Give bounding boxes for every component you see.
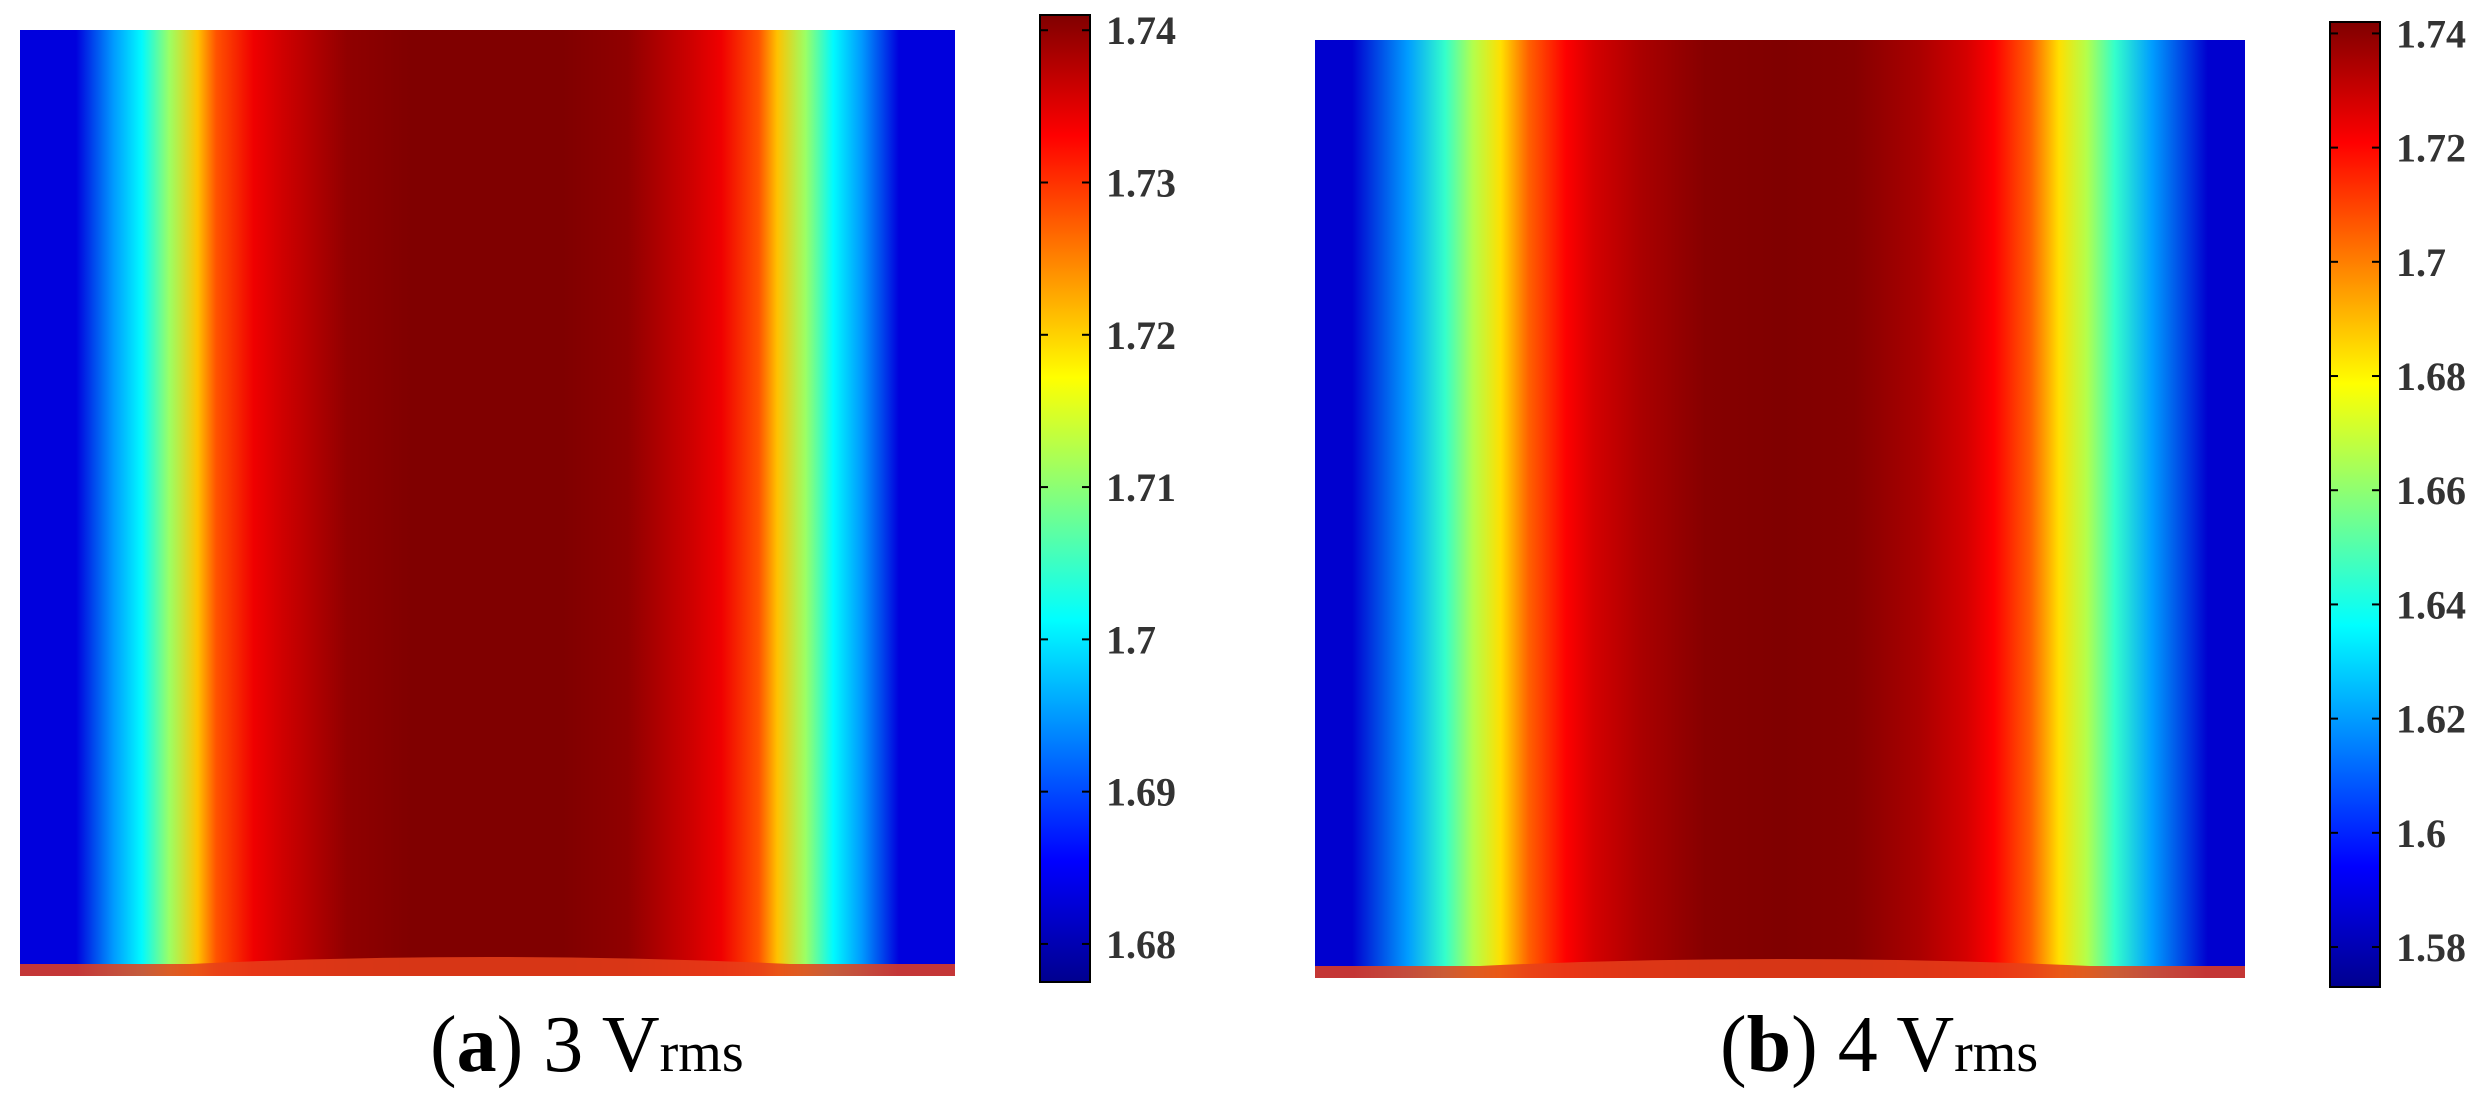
colorbar-b-tick-label: 1.72 xyxy=(2396,126,2466,171)
panel-b: 1.58 1.6 1.62 1.64 1.66 1.68 1.7 1.72 1.74 xyxy=(1315,11,2466,988)
heatmap-a-bottom-edge xyxy=(20,957,955,976)
colorbar-a-tick-label: 1.74 xyxy=(1106,8,1176,53)
colorbar-a-tick-label: 1.69 xyxy=(1106,770,1176,815)
colorbar-b-tick-label: 1.66 xyxy=(2396,468,2466,513)
caption-b: (b) 4 Vrms xyxy=(1720,1001,2039,1089)
colorbar-a-tick-label: 1.68 xyxy=(1106,922,1176,967)
colorbar-b-tick-label: 1.6 xyxy=(2396,811,2446,856)
colorbar-a xyxy=(1039,14,1091,983)
colorbar-b-tick-label: 1.62 xyxy=(2396,697,2466,742)
colorbar-a-tick-label: 1.72 xyxy=(1106,313,1176,358)
colorbar-b-tick-label: 1.58 xyxy=(2396,925,2466,970)
caption-a: (a) 3 Vrms xyxy=(430,1001,744,1089)
colorbar-b-tick-label: 1.74 xyxy=(2396,11,2466,56)
colorbar-b-ticks: 1.58 1.6 1.62 1.64 1.66 1.68 1.7 1.72 1.74 xyxy=(2330,11,2466,970)
panel-a: 1.68 1.69 1.7 1.71 1.72 1.73 1.74 xyxy=(20,8,1176,983)
heatmap-a xyxy=(20,30,955,976)
colorbar-a-tick-label: 1.71 xyxy=(1106,465,1176,510)
colorbar-a-tick-label: 1.7 xyxy=(1106,617,1156,662)
colorbar-b xyxy=(2329,21,2381,988)
colorbar-a-ticks: 1.68 1.69 1.7 1.71 1.72 1.73 1.74 xyxy=(1040,8,1176,967)
colorbar-b-tick-label: 1.7 xyxy=(2396,240,2446,285)
colorbar-b-tick-label: 1.68 xyxy=(2396,354,2466,399)
colorbar-a-tick-label: 1.73 xyxy=(1106,161,1176,206)
heatmap-b xyxy=(1315,40,2245,978)
heatmap-b-bottom-edge xyxy=(1315,959,2245,978)
colorbar-b-tick-label: 1.64 xyxy=(2396,582,2466,627)
